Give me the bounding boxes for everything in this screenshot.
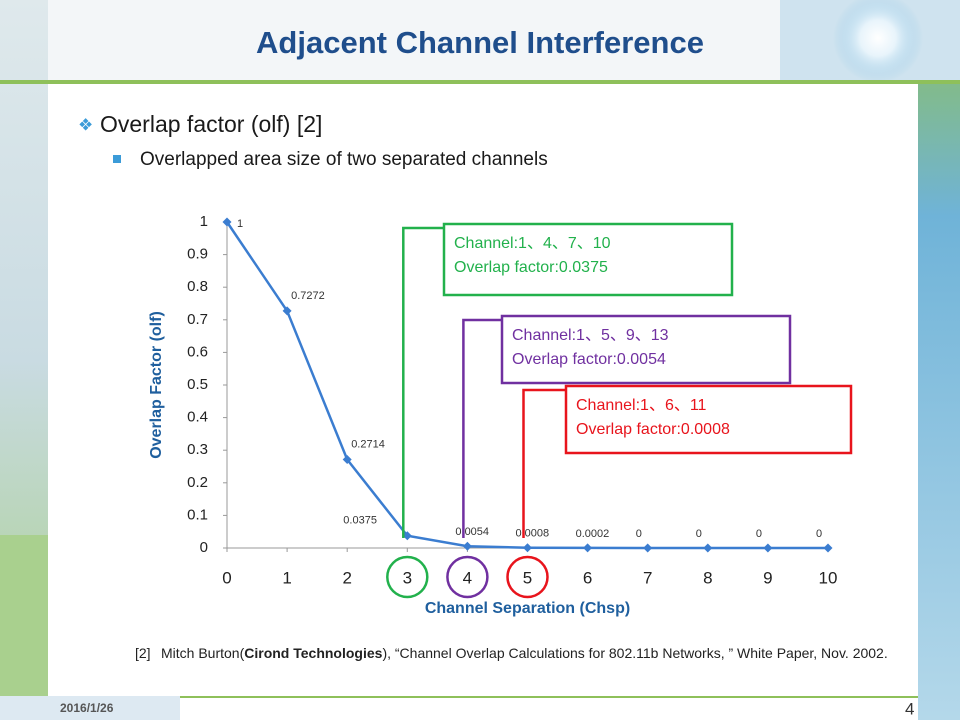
reference: [2] Mitch Burton(Cirond Technologies), “… — [135, 642, 915, 664]
y-tick-label: 0 — [200, 539, 208, 556]
x-axis-title: Channel Separation (Chsp) — [425, 600, 630, 617]
y-tick-label: 0.2 — [187, 474, 208, 491]
point — [462, 541, 472, 551]
annotation-text: Overlap factor:0.0054 — [512, 351, 666, 368]
reference-text: Mitch Burton( — [161, 645, 245, 661]
y-tick-label: 0.9 — [187, 246, 208, 263]
y-tick-label: 1 — [200, 213, 208, 230]
y-tick-label: 0.4 — [187, 409, 208, 426]
annotation-text: Channel:1、6、11 — [576, 397, 707, 414]
annotation-leader — [462, 318, 502, 538]
point — [342, 455, 352, 465]
data-label: 0.0054 — [455, 526, 489, 538]
sub-bullet: Overlapped area size of two separated ch… — [140, 149, 548, 170]
annotation-text: Overlap factor:0.0375 — [454, 259, 608, 276]
annotation-box — [500, 314, 792, 385]
x-tick-label: 8 — [703, 568, 712, 587]
point — [703, 543, 713, 553]
right-band — [918, 0, 960, 720]
header-rule — [0, 80, 960, 84]
point — [823, 543, 833, 553]
x-tick-label: 1 — [282, 568, 291, 587]
data-label: 0 — [756, 528, 762, 540]
data-label: 0 — [816, 528, 822, 540]
annotation-circle — [446, 555, 489, 599]
bullet-icon: ❖ — [78, 115, 93, 134]
annotation-circle — [386, 555, 429, 599]
header-band — [48, 0, 918, 80]
reference-text: ), “Channel Overlap Calculations for 802… — [382, 645, 888, 661]
data-label: 0.0375 — [343, 515, 377, 527]
annotation-circle — [506, 555, 549, 599]
x-tick-label: 3 — [403, 568, 412, 587]
footer-rule — [48, 696, 918, 698]
data-label: 0.2714 — [351, 438, 385, 450]
y-tick-label: 0.1 — [187, 506, 208, 523]
slide-title: Adjacent Channel Interference — [256, 25, 704, 60]
page-number: 4 — [905, 699, 914, 718]
reference-body: Mitch Burton(Cirond Technologies), “Chan… — [161, 642, 915, 664]
y-tick-label: 0.3 — [187, 441, 208, 458]
point — [222, 217, 232, 227]
footer-date-band — [0, 696, 180, 720]
data-label: 0.0008 — [516, 528, 550, 540]
annotation-text: Channel:1、4、7、10 — [454, 235, 611, 252]
date: 2016/1/26 — [60, 701, 114, 715]
reference-bold: Cirond Technologies — [244, 645, 383, 661]
point — [282, 306, 292, 316]
x-tick-label: 7 — [643, 568, 652, 587]
data-label: 1 — [237, 218, 243, 230]
point — [763, 543, 773, 553]
annotation-text: Channel:1、5、9、13 — [512, 327, 669, 344]
starburst — [833, 0, 923, 83]
sub-bullet-icon — [113, 155, 121, 163]
annotation-box — [442, 222, 734, 297]
reference-tag: [2] — [135, 645, 151, 661]
y-tick-label: 0.6 — [187, 343, 208, 360]
y-tick-label: 0.7 — [187, 311, 208, 328]
y-axis-title: Overlap Factor (olf) — [148, 311, 165, 459]
x-tick-label: 6 — [583, 568, 592, 587]
data-label: 0.7272 — [291, 290, 325, 302]
left-band-accent — [0, 535, 48, 720]
x-tick-label: 0 — [222, 568, 231, 587]
annotation-leader — [402, 226, 444, 538]
y-tick-label: 0.8 — [187, 278, 208, 295]
annotation-leader — [522, 388, 566, 538]
x-tick-label: 10 — [819, 568, 838, 587]
x-tick-label: 9 — [763, 568, 772, 587]
data-label: 0 — [636, 528, 642, 540]
point — [643, 543, 653, 553]
point — [523, 543, 532, 553]
x-tick-label: 5 — [523, 568, 532, 587]
point — [402, 531, 412, 541]
data-label: 0.0002 — [576, 528, 610, 540]
point — [583, 543, 593, 553]
bullet: Overlap factor (olf) [2] — [100, 111, 322, 137]
annotation-box — [564, 384, 853, 455]
x-tick-label: 4 — [463, 568, 472, 587]
x-tick-label: 2 — [342, 568, 351, 587]
y-tick-label: 0.5 — [187, 376, 208, 393]
data-label: 0 — [696, 528, 702, 540]
annotation-text: Overlap factor:0.0008 — [576, 421, 730, 438]
